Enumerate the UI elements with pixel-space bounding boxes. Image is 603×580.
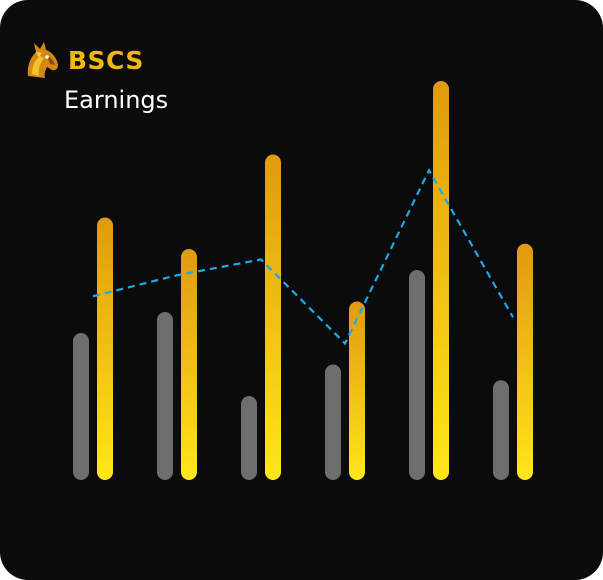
card-title: Earnings xyxy=(64,86,169,114)
brand-logo: BSCS xyxy=(20,38,144,82)
gold-bar-5 xyxy=(433,81,449,480)
brand-name: BSCS xyxy=(68,45,144,75)
gray-bar-1 xyxy=(73,333,89,480)
gray-bar-6 xyxy=(493,380,509,480)
gold-bar-3 xyxy=(265,154,281,480)
gold-bar-1 xyxy=(97,217,113,480)
gray-bar-3 xyxy=(241,396,257,480)
gold-bar-2 xyxy=(181,249,197,480)
gray-bar-5 xyxy=(409,270,425,480)
gold-bar-6 xyxy=(517,243,533,480)
horse-head-icon xyxy=(27,42,58,78)
gold-bar-4 xyxy=(349,301,365,480)
gray-bar-4 xyxy=(325,364,341,480)
trend-line xyxy=(92,167,514,346)
gray-bar-2 xyxy=(157,312,173,480)
